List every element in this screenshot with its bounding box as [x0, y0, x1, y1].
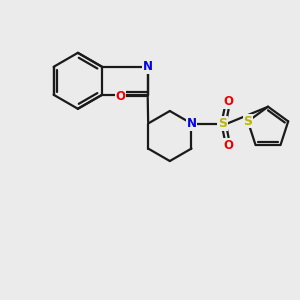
Text: O: O — [224, 139, 234, 152]
Text: O: O — [224, 95, 234, 108]
Text: S: S — [243, 115, 252, 128]
Text: O: O — [115, 90, 125, 103]
Text: N: N — [187, 117, 196, 130]
Text: S: S — [218, 117, 227, 130]
Text: N: N — [143, 60, 153, 73]
